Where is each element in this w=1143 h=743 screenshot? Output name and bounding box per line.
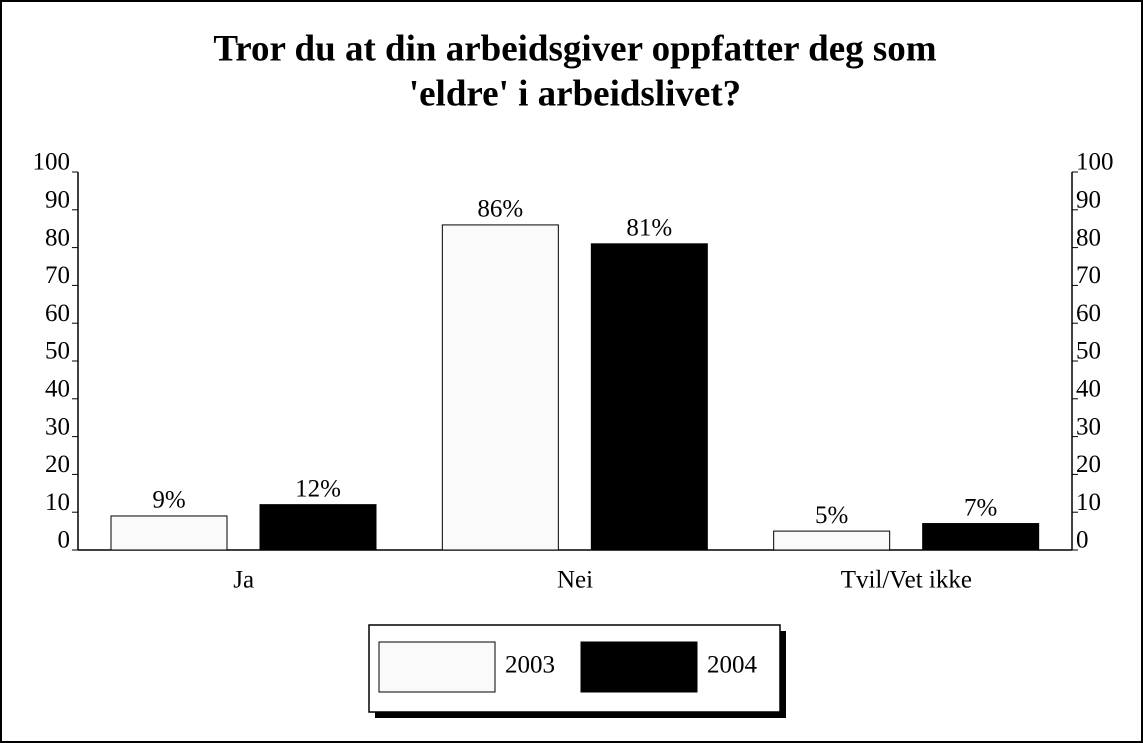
value-label: 86% [477,196,523,223]
y2-tick-label: 40 [1076,376,1101,403]
bar [259,504,377,551]
y-tick-label: 10 [45,489,70,516]
y2-tick-label: 90 [1076,187,1101,214]
y2-tick-label: 50 [1076,338,1101,365]
value-label: 12% [295,475,341,502]
y-tick-label: 100 [33,149,71,176]
y-tick-label: 50 [45,338,70,365]
bar [922,523,1040,551]
y-tick-label: 90 [45,187,70,214]
y2-tick-label: 80 [1076,224,1101,251]
y-tick-label: 20 [45,451,70,478]
legend-label: 2004 [707,652,758,679]
y-tick-label: 0 [58,527,71,554]
y-tick-label: 60 [45,300,70,327]
y2-tick-label: 70 [1076,262,1101,289]
x-tick-label: Tvil/Vet ikke [841,567,972,594]
y-tick-label: 30 [45,413,70,440]
bar [110,515,228,551]
y2-tick-label: 10 [1076,489,1101,516]
y-tick-label: 70 [45,262,70,289]
value-label: 81% [626,215,672,242]
bar [441,224,559,551]
x-tick-label: Nei [557,567,593,594]
legend-label: 2003 [505,652,555,679]
y2-tick-label: 30 [1076,413,1101,440]
value-label: 9% [152,487,185,514]
legend-swatch [580,641,698,693]
chart-title: Tror du at din arbeidsgiver oppfatter de… [213,28,936,69]
y2-tick-label: 100 [1076,149,1114,176]
y2-tick-label: 20 [1076,451,1101,478]
y-tick-label: 40 [45,376,70,403]
x-tick-label: Ja [233,567,254,594]
chart-title: 'eldre' i arbeidslivet? [409,73,741,114]
legend-swatch [378,641,496,693]
y2-tick-label: 0 [1076,527,1089,554]
bar [773,530,891,551]
value-label: 5% [815,502,848,529]
y-tick-label: 80 [45,224,70,251]
y2-tick-label: 60 [1076,300,1101,327]
bar [590,243,708,551]
value-label: 7% [964,494,997,521]
